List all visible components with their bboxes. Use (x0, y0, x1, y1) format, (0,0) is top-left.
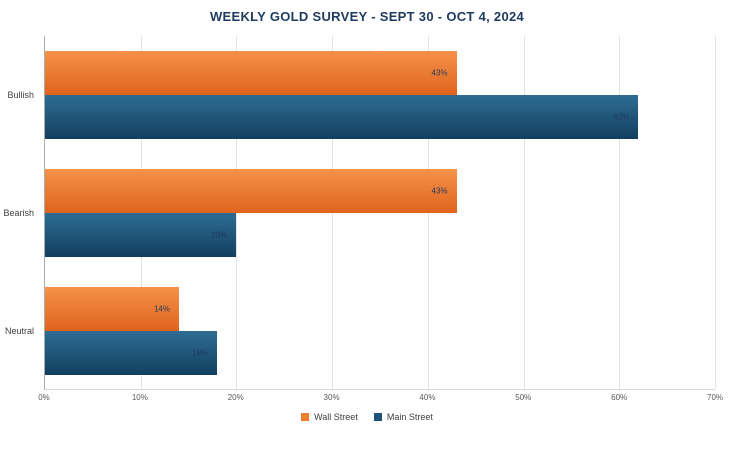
legend-item-main-street: Main Street (373, 412, 433, 422)
bar-value-label: 18% (192, 348, 209, 358)
x-axis-tick-label: 20% (227, 393, 244, 402)
legend-label: Wall Street (314, 412, 358, 422)
y-axis-label-neutral: Neutral (4, 326, 34, 336)
bar-value-label: 20% (211, 230, 228, 240)
bar-main-street-bearish: 20% (45, 213, 237, 257)
x-axis-tick-label: 60% (611, 393, 628, 402)
bar-wall-street-bullish: 43% (45, 51, 457, 95)
legend: Wall Street Main Street (0, 412, 734, 422)
x-axis-tick-label: 70% (706, 393, 724, 402)
y-axis-label-bearish: Bearish (3, 208, 34, 218)
legend-swatch-icon (373, 413, 382, 421)
x-axis-tick-label: 10% (131, 393, 148, 402)
bar-value-label: 14% (153, 304, 170, 314)
bar-value-label: 43% (431, 186, 448, 196)
x-axis-tick-label: 0% (38, 393, 50, 402)
y-axis-labels: Bullish Bearish Neutral (0, 36, 38, 390)
bar-main-street-bullish: 62% (45, 95, 639, 139)
gridline (523, 36, 525, 389)
x-axis-tick-label: 30% (323, 393, 340, 402)
gridline (715, 36, 716, 389)
bar-main-street-neutral: 18% (45, 331, 218, 375)
gridline (619, 36, 621, 389)
legend-swatch-icon (301, 413, 310, 421)
legend-label: Main Street (386, 412, 433, 422)
chart-title: WEEKLY GOLD SURVEY - SEPT 30 - OCT 4, 20… (209, 9, 525, 24)
bar-wall-street-bearish: 43% (45, 169, 457, 213)
plot-area: 43% 62% 43% 20% 14% 18% (44, 36, 716, 390)
legend-item-wall-street: Wall Street (301, 412, 358, 422)
x-axis-tick-label: 40% (419, 393, 436, 402)
x-axis: 0% 10% 20% 30% 40% 50% 60% 70% (38, 393, 723, 405)
bar-value-label: 43% (431, 68, 448, 78)
y-axis-label-bullish: Bullish (7, 90, 34, 100)
bar-value-label: 62% (613, 112, 630, 122)
x-axis-tick-label: 50% (515, 393, 532, 402)
bar-wall-street-neutral: 14% (45, 287, 179, 331)
